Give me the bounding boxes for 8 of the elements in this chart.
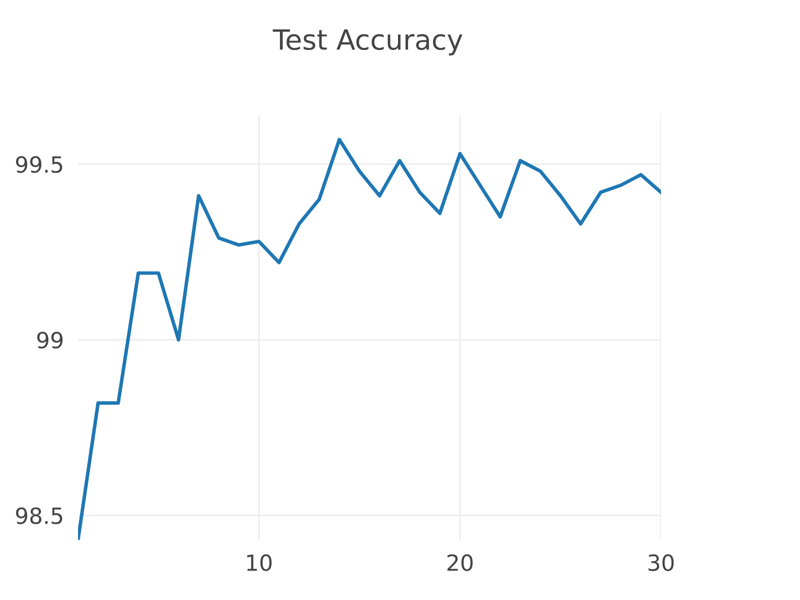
line-series [78,138,661,540]
x-tick-label: 20 [447,554,473,572]
y-tick-label: 99.5 [16,156,62,173]
y-tick-label: 98.5 [16,507,62,524]
x-tick-label: 10 [247,554,272,572]
x-tick-label: 30 [648,554,674,572]
chart-title: Test Accuracy [272,29,462,56]
y-tick-label: 99 [37,332,63,349]
